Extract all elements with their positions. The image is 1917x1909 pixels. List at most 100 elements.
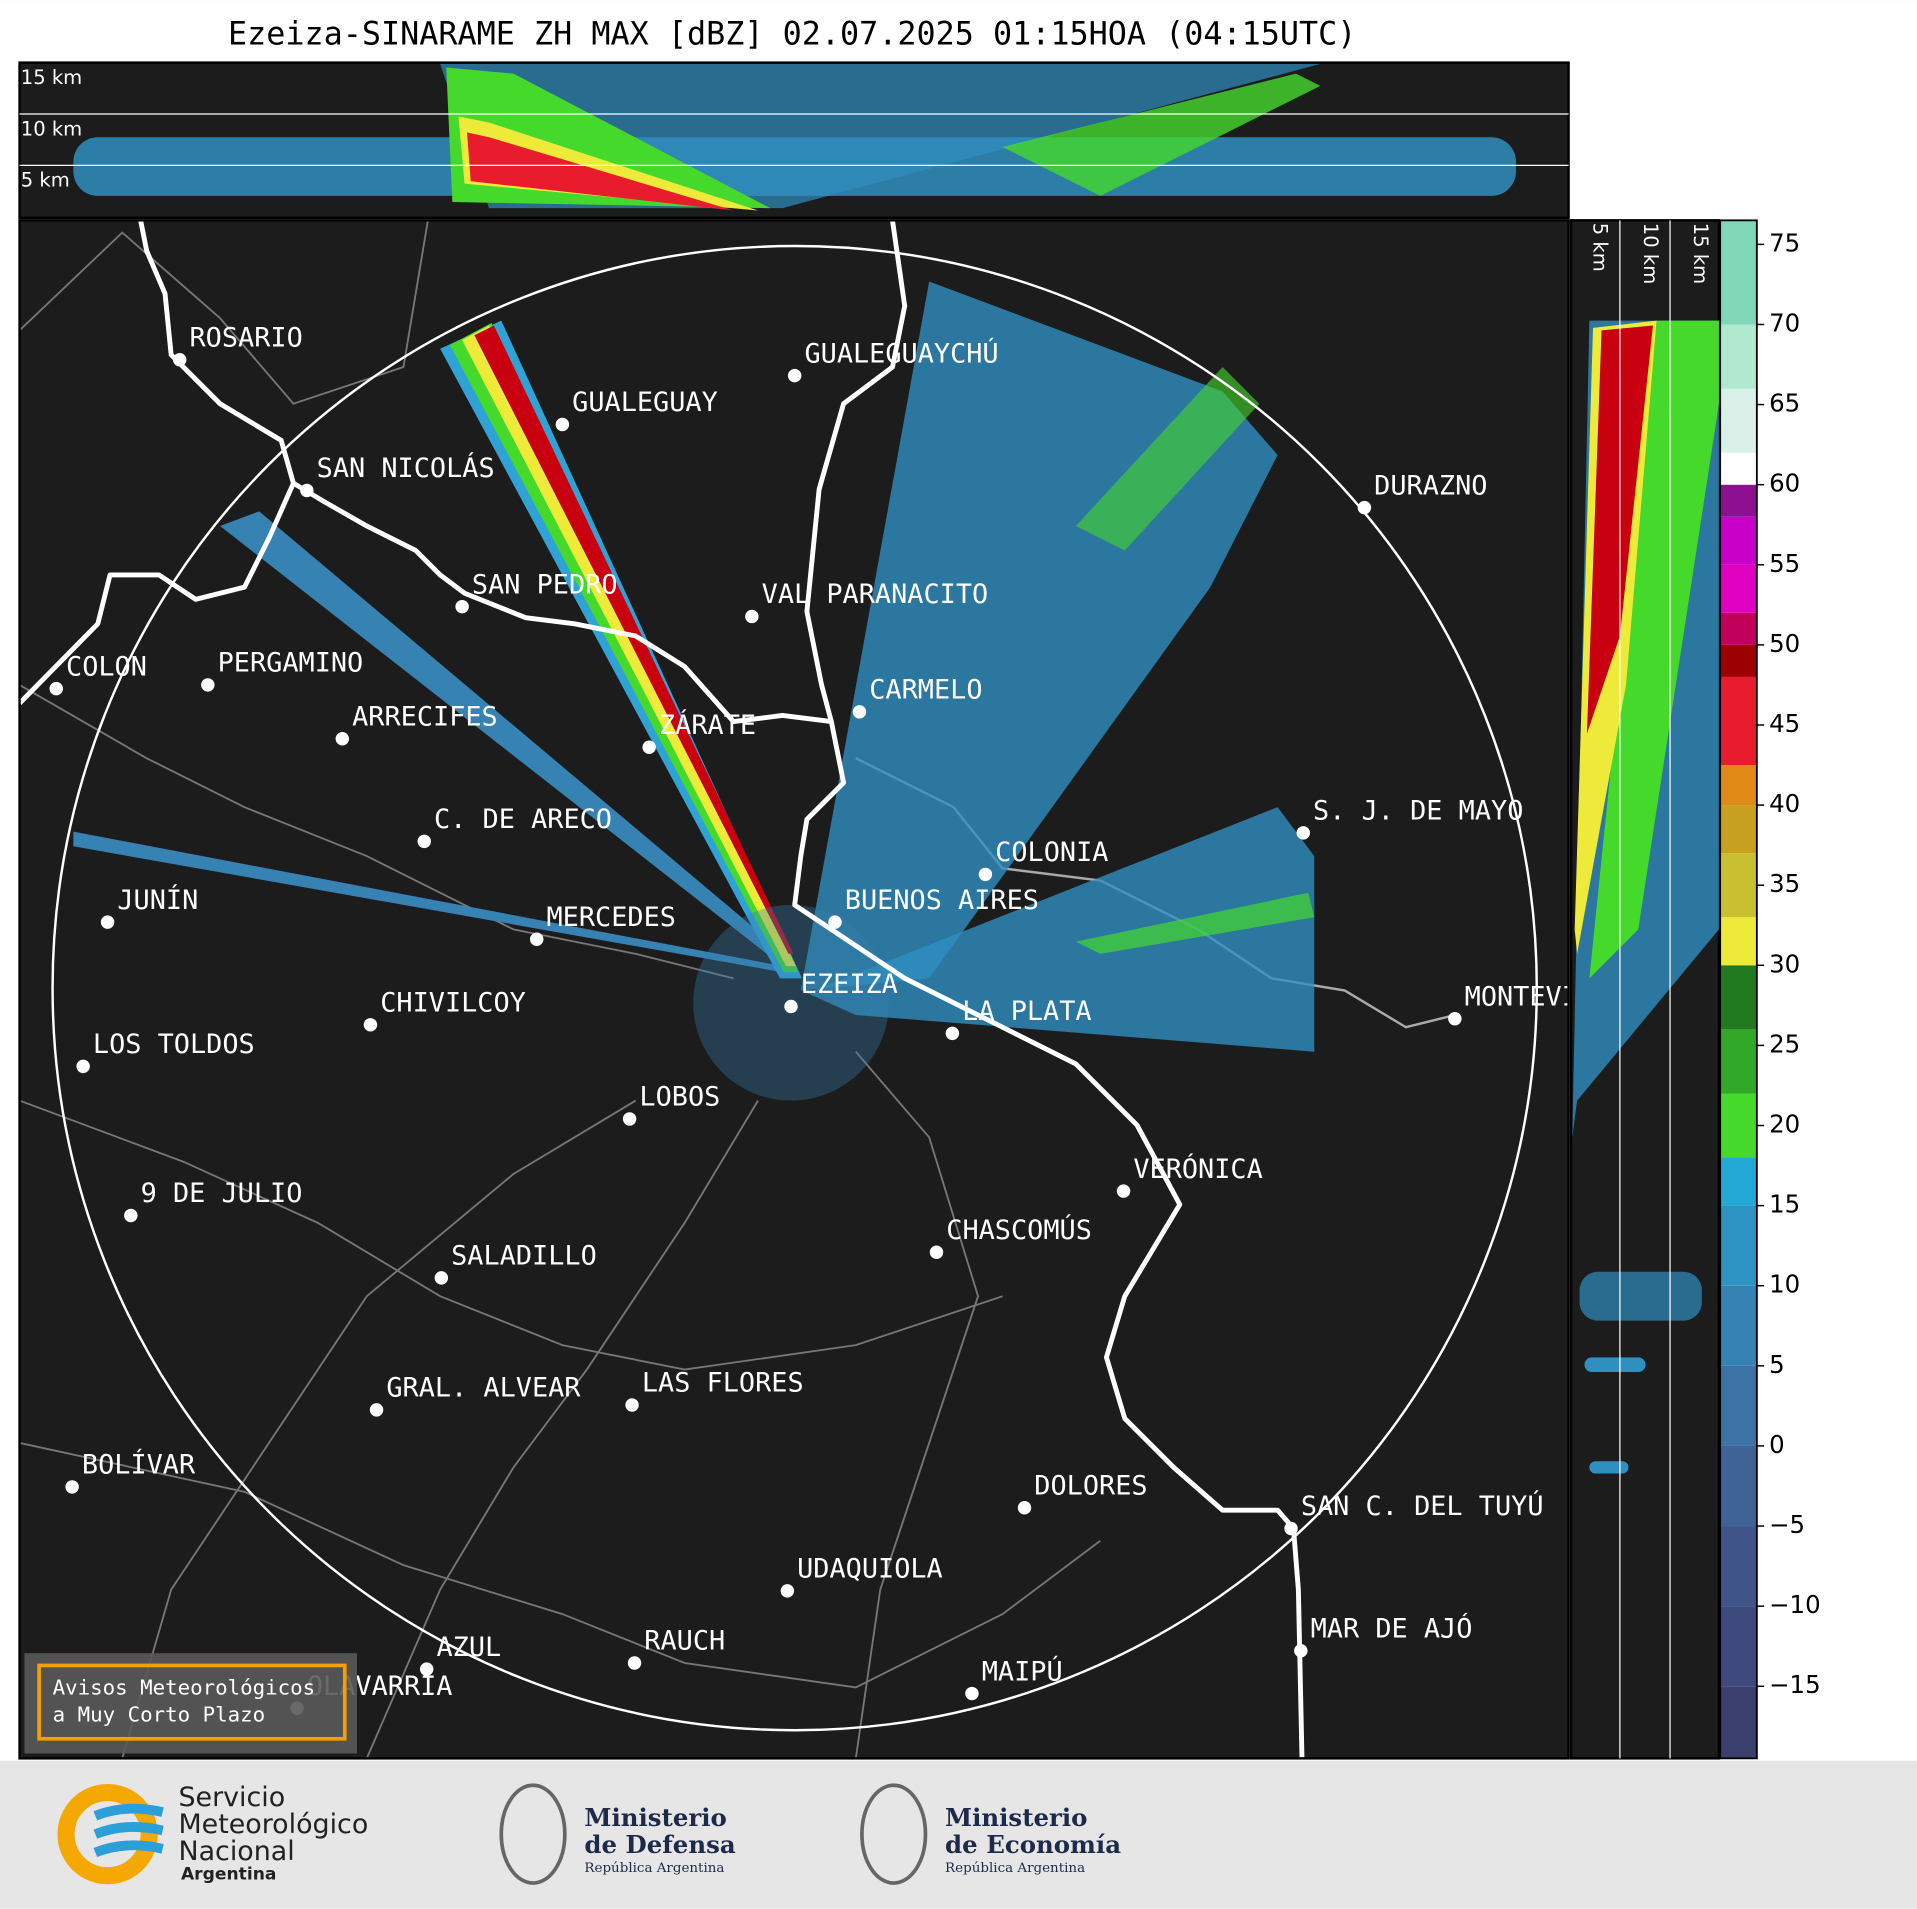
city-dot <box>945 1026 960 1041</box>
boundary <box>121 1099 637 1759</box>
coastline <box>19 482 296 705</box>
colorbar-bin <box>1720 484 1757 517</box>
boundary <box>19 684 734 980</box>
colorbar-tick-label: 30 <box>1769 949 1800 978</box>
city-label: COLONIA <box>995 837 1108 868</box>
city-label: CARMELO <box>869 675 982 706</box>
colorbar-frame <box>1719 219 1758 1760</box>
city-dot <box>1116 1184 1131 1198</box>
boundary <box>19 1099 1003 1371</box>
city-label: S. J. DE MAYO <box>1313 796 1523 827</box>
city-dot <box>978 867 993 882</box>
colorbar-tick-label: 5 <box>1769 1350 1785 1379</box>
height-label: 5 km <box>1589 223 1612 272</box>
city-dot <box>369 1403 384 1417</box>
boundary <box>854 1051 980 1759</box>
city-label: MONTEVIDEO <box>1465 981 1627 1012</box>
city-label: EZEIZA <box>801 969 898 1000</box>
city-dot <box>787 368 802 383</box>
colorbar-bin <box>1720 853 1757 918</box>
colorbar-tick-label: 75 <box>1769 228 1800 257</box>
colorbar-tick-label: 70 <box>1769 308 1800 337</box>
logo-text: Argentina <box>181 1864 276 1884</box>
city-dot <box>622 1112 637 1126</box>
colorbar-bin <box>1720 516 1757 565</box>
echo <box>474 325 794 954</box>
city-label: MERCEDES <box>546 902 675 933</box>
city-dot <box>1017 1500 1032 1515</box>
logo-mark <box>57 1784 158 1885</box>
colorbar-bin <box>1720 1205 1757 1286</box>
top-echoes <box>73 63 1516 211</box>
city-dot <box>417 834 431 849</box>
colorbar-bin <box>1720 805 1757 854</box>
city-label: DURAZNO <box>1374 470 1487 501</box>
warning-border[interactable] <box>37 1663 347 1741</box>
colorbar: −15 −10 −5 0 5 10 15 20 25 30 35 40 45 50 55 60 65 70 75 <box>1719 219 1821 1760</box>
logo-text: de Economía <box>945 1830 1121 1859</box>
boundary <box>19 220 429 405</box>
city-label: ARRECIFES <box>352 701 498 732</box>
city-dot <box>627 1656 642 1670</box>
city-label: GUALEGUAY <box>572 387 718 418</box>
logo-text: de Defensa <box>584 1830 735 1859</box>
city-label: GRAL. ALVEAR <box>386 1373 581 1404</box>
colorbar-bin <box>1720 1157 1757 1206</box>
colorbar-bin <box>1720 1029 1757 1094</box>
colorbar-tick-label: 40 <box>1769 789 1800 818</box>
colorbar-tick-label: 10 <box>1769 1270 1800 1299</box>
city-label: PERGAMINO <box>218 648 364 679</box>
warning-text: Avisos Meteorológicos <box>53 1676 316 1700</box>
colorbar-tick-label: 35 <box>1769 869 1800 898</box>
emblem <box>860 1783 928 1885</box>
echo <box>1075 367 1260 551</box>
colorbar-bin <box>1720 388 1757 453</box>
logo-text: Ministerio <box>584 1803 726 1832</box>
city-dot <box>363 1018 378 1032</box>
colorbar-tick-label: 50 <box>1769 629 1800 658</box>
colorbar-bin <box>1720 564 1757 613</box>
colorbar-bin <box>1720 1606 1757 1687</box>
city-dot <box>100 915 115 929</box>
smn-logo <box>57 1784 164 1885</box>
city-label: COLON <box>66 651 147 682</box>
city-dot <box>784 999 798 1014</box>
city-dot <box>529 932 544 946</box>
city-label: C. DE ARECO <box>434 804 612 835</box>
city-dot <box>555 417 570 432</box>
logo-waves <box>93 1803 164 1858</box>
colorbar-tick-label: 25 <box>1769 1029 1800 1058</box>
echo <box>1584 1357 1646 1373</box>
echoes <box>73 281 1315 1101</box>
echo <box>220 511 793 967</box>
emblem <box>499 1783 567 1885</box>
city-dot <box>1284 1521 1298 1536</box>
coastline <box>138 220 1305 1759</box>
city-dot <box>965 1686 979 1701</box>
warning-box <box>24 1653 357 1754</box>
city-dot <box>419 1662 434 1676</box>
city-label: ROSARIO <box>189 322 302 353</box>
logo-text: República Argentina <box>584 1861 724 1876</box>
city-label: SAN C. DEL TUYÚ <box>1301 1490 1544 1522</box>
colorbar-bin <box>1720 765 1757 806</box>
city-label: SALADILLO <box>451 1241 597 1272</box>
boundary <box>19 1442 1101 1689</box>
colorbar-tick-label: 0 <box>1769 1430 1785 1459</box>
city-label: LA PLATA <box>962 996 1091 1027</box>
city-label: UDAQUIOLA <box>797 1554 943 1585</box>
echo <box>1579 1271 1702 1321</box>
height-label: 15 km <box>21 66 82 89</box>
echo <box>73 831 783 973</box>
height-label: 10 km <box>1639 223 1662 284</box>
city-label: LAS FLORES <box>642 1368 804 1399</box>
height-label: 15 km <box>1689 223 1712 284</box>
title: Ezeiza-SINARAME ZH MAX [dBZ] 02.07.2025 … <box>228 17 1356 53</box>
boundary <box>365 1100 759 1759</box>
city-label: AZUL <box>436 1632 501 1663</box>
city-dot <box>642 740 656 754</box>
city-label: GUALEGUAYCHÚ <box>804 337 998 369</box>
city-dot <box>172 352 187 367</box>
